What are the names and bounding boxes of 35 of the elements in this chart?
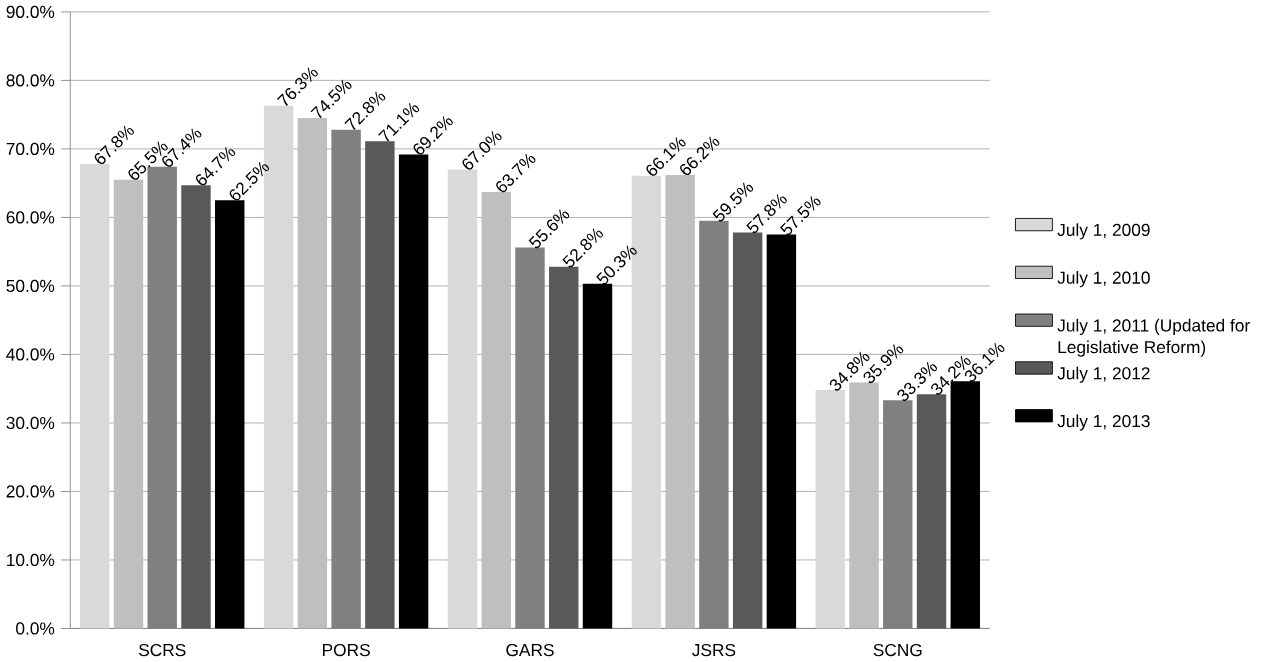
- y-tick-label: 0.0%: [16, 622, 55, 635]
- x-tick-label: SCRS: [138, 643, 186, 657]
- bar: [481, 192, 511, 629]
- bar: [215, 200, 245, 629]
- bar: [549, 266, 579, 629]
- bar: [582, 283, 613, 629]
- bar: [113, 179, 144, 629]
- x-tick-label: GARS: [506, 643, 554, 657]
- y-tick-label: 30.0%: [6, 416, 55, 430]
- bar: [181, 185, 211, 629]
- y-tick-label: 50.0%: [6, 279, 55, 293]
- bar: [766, 234, 797, 629]
- bar: [80, 164, 110, 629]
- legend-label: July 1, 2011 (Updated for Legislative Reform): [1057, 318, 1250, 357]
- y-tick-label: 90.0%: [6, 5, 55, 19]
- legend-label: July 1, 2010: [1057, 271, 1150, 288]
- y-tick-label: 20.0%: [6, 485, 55, 498]
- bar: [665, 174, 695, 629]
- bar: [398, 154, 429, 629]
- y-tick-label: 40.0%: [6, 348, 55, 361]
- bar: [815, 390, 845, 629]
- y-tick-label: 60.0%: [6, 211, 55, 224]
- bar: [297, 118, 328, 629]
- legend-label: July 1, 2012: [1057, 366, 1150, 383]
- bar: [447, 169, 478, 629]
- y-tick-label: 10.0%: [7, 553, 55, 567]
- bar: [365, 141, 395, 629]
- x-tick-label: SCNG: [873, 643, 922, 657]
- y-tick-label: 80.0%: [6, 74, 55, 87]
- legend-label: July 1, 2013: [1057, 414, 1150, 431]
- legend-label: July 1, 2009: [1057, 223, 1150, 240]
- x-tick-label: JSRS: [692, 643, 736, 657]
- x-tick-label: PORS: [323, 643, 370, 657]
- bar: [732, 232, 763, 629]
- y-tick-label: 70.0%: [6, 142, 55, 156]
